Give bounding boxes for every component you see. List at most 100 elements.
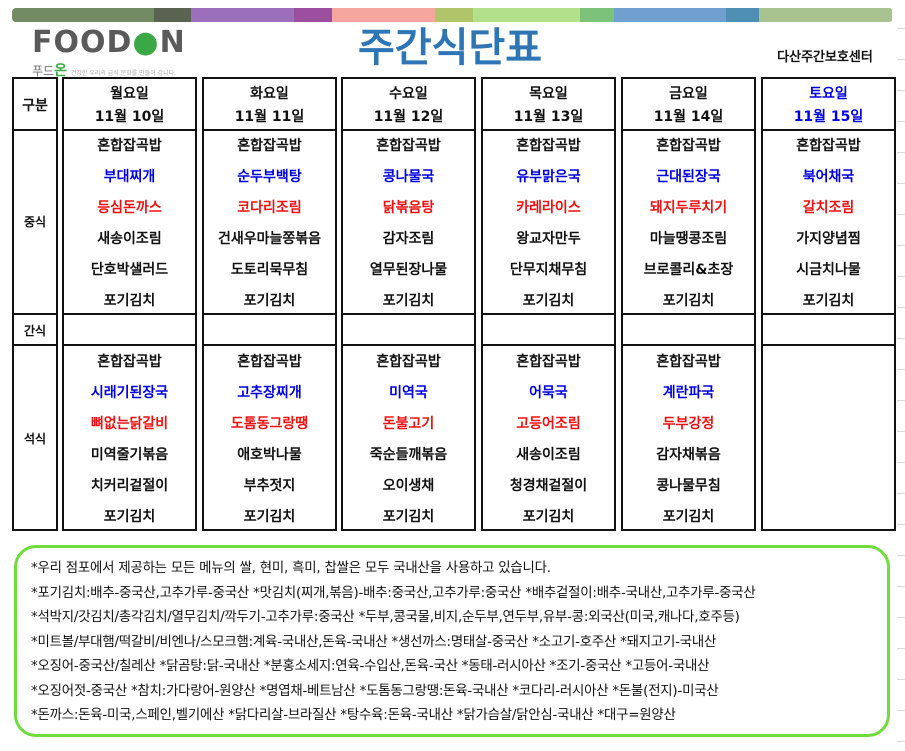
color-bar-segment: [614, 8, 726, 22]
origin-note-line: *미트볼/부대햄/떡갈비/비엔나/스모크햄:계육-국내산,돈육-국내산 *생선까…: [31, 634, 717, 650]
menu-item: 어묵국: [529, 385, 568, 401]
menu-item: 포기김치: [103, 509, 156, 525]
menu-item: 포기김치: [522, 509, 575, 525]
sheet-gridline: [897, 59, 905, 60]
menu-item: 감자채볶음: [656, 447, 721, 463]
menu-item: 돈불고기: [382, 416, 435, 432]
origin-note-line: *돈까스:돈육-미국,스페인,벨기에산 *닭다리살-브라질산 *탕수육:돈육-국…: [31, 708, 676, 723]
dinner-menu-cell: 혼합잡곡밥 미역국 돈불고기 죽순들깨볶음 오이생채 포기김치: [341, 344, 476, 531]
day-date: 11월 11일: [234, 109, 305, 125]
sheet-gridline: [897, 121, 905, 122]
sheet-gridline: [897, 493, 905, 494]
menu-item: 도톰동그랑땡: [230, 416, 309, 432]
menu-item: 단호박샐러드: [90, 262, 169, 278]
menu-item: 고추장찌개: [237, 385, 302, 401]
dinner-menu-cell: [761, 344, 896, 531]
color-bar-segment: [473, 8, 580, 22]
lunch-menu-cell: 혼합잡곡밥 콩나물국 닭볶음탕 감자조림 열무된장나물 포기김치: [341, 129, 476, 315]
dinner-menu-cell: 혼합잡곡밥 계란파국 두부강정 감자채볶음 콩나물무침 포기김치: [621, 344, 756, 531]
sheet-gridline: [897, 710, 905, 711]
sheet-gridline: [897, 524, 905, 525]
day-date: 11월 10일: [94, 109, 165, 125]
day-date: 11월 15일: [793, 109, 864, 125]
origin-note-line: *우리 점포에서 제공하는 모든 메뉴의 쌀, 현미, 흑미, 찹쌀은 모두 국…: [31, 561, 551, 576]
menu-item: 미역줄기볶음: [90, 447, 169, 463]
menu-item: 포기김치: [382, 293, 435, 309]
snack-menu-cell: [621, 313, 756, 346]
menu-item: 혼합잡곡밥: [97, 138, 162, 154]
sheet-gridline: [897, 555, 905, 556]
menu-item: 새송이조림: [516, 447, 581, 463]
menu-item: 포기김치: [382, 509, 435, 525]
menu-item: 포기김치: [662, 293, 715, 309]
color-bar-segment: [154, 8, 191, 22]
menu-item: 건새우마늘쫑볶음: [217, 231, 322, 247]
menu-item: 애호박나물: [237, 447, 302, 463]
sheet-gridline: [897, 462, 905, 463]
menu-item: 청경채겉절이: [509, 478, 588, 494]
menu-item: 혼합잡곡밥: [516, 138, 581, 154]
color-bar-segment: [580, 8, 614, 22]
snack-menu-cell: [62, 313, 197, 346]
menu-item: 포기김치: [802, 293, 855, 309]
menu-item: 혼합잡곡밥: [656, 354, 721, 370]
color-bar-segment: [726, 8, 759, 22]
color-bar-segment: [294, 8, 332, 22]
menu-item: 등심돈까스: [97, 200, 162, 216]
sheet-gridline: [897, 741, 905, 742]
menu-item: 혼합잡곡밥: [97, 354, 162, 370]
day-name: 화요일: [250, 86, 289, 102]
snack-label-cell: 간식: [12, 313, 58, 346]
menu-item: 포기김치: [103, 293, 156, 309]
menu-item: 포기김치: [243, 509, 296, 525]
category-header-cell: 구분: [12, 77, 58, 131]
menu-item: 유부맑은국: [516, 169, 581, 185]
menu-item: 카레라이스: [516, 200, 581, 216]
menu-item: 뼈없는닭갈비: [90, 416, 169, 432]
color-bar-segment: [759, 8, 892, 22]
sheet-gridline: [897, 214, 905, 215]
lunch-menu-cell: 혼합잡곡밥 북어채국 갈치조림 가지양념찜 시금치나물 포기김치: [761, 129, 896, 315]
menu-item: 죽순들깨볶음: [369, 447, 448, 463]
menu-item: 콩나물국: [382, 169, 435, 185]
menu-item: 가지양념찜: [796, 231, 861, 247]
menu-item: 계란파국: [662, 385, 715, 401]
sheet-gridline: [897, 338, 905, 339]
foodon-logo: FOOD●N 푸드온 건강한 우리의 급식 문화를 만들어 갑니다.: [32, 25, 186, 80]
day-header-cell: 화요일 11월 11일: [202, 77, 337, 131]
menu-item: 왕교자만두: [516, 231, 581, 247]
center-name: 다산주간보호센터: [777, 50, 873, 65]
origin-notes-box: *우리 점포에서 제공하는 모든 메뉴의 쌀, 현미, 흑미, 찹쌀은 모두 국…: [14, 545, 890, 737]
day-header-cell: 수요일 11월 12일: [341, 77, 476, 131]
menu-item: 혼합잡곡밥: [656, 138, 721, 154]
lunch-menu-cell: 혼합잡곡밥 순두부백탕 코다리조림 건새우마늘쫑볶음 도토리묵무침 포기김치: [202, 129, 337, 315]
sheet-gridline: [897, 307, 905, 308]
menu-item: 북어채국: [802, 169, 855, 185]
day-name: 목요일: [529, 86, 568, 102]
menu-item: 부대찌개: [103, 169, 156, 185]
menu-item: 포기김치: [662, 509, 715, 525]
origin-note-line: *오징어젓-중국산 *참치:가다랑어-원양산 *명엽채-베트남산 *도톰동그랑땡…: [31, 683, 719, 699]
day-header-cell: 금요일 11월 14일: [621, 77, 756, 131]
origin-note-line: *오징어-중국산/칠레산 *닭곰탕:닭-국내산 *분홍소세지:연육-수입산,돈육…: [31, 659, 710, 674]
menu-item: 도토리묵무침: [230, 262, 309, 278]
menu-item: 갈치조림: [802, 200, 855, 216]
dinner-menu-cell: 혼합잡곡밥 시래기된장국 뼈없는닭갈비 미역줄기볶음 치커리겉절이 포기김치: [62, 344, 197, 531]
snack-label: 간식: [23, 324, 47, 338]
menu-item: 혼합잡곡밥: [237, 354, 302, 370]
dinner-menu-cell: 혼합잡곡밥 고추장찌개 도톰동그랑땡 애호박나물 부추젓지 포기김치: [202, 344, 337, 531]
day-header-cell: 월요일 11월 10일: [62, 77, 197, 131]
menu-item: 혼합잡곡밥: [376, 354, 441, 370]
lunch-menu-cell: 혼합잡곡밥 근대된장국 돼지두루치기 마늘땡콩조림 브로콜리&초장 포기김치: [621, 129, 756, 315]
menu-item: 오이생채: [382, 478, 435, 494]
sheet-gridline: [897, 183, 905, 184]
page-title: 주간식단표: [358, 25, 542, 71]
sheet-gridline: [897, 276, 905, 277]
lunch-menu-cell: 혼합잡곡밥 부대찌개 등심돈까스 새송이조림 단호박샐러드 포기김치: [62, 129, 197, 315]
sheet-gridline: [897, 152, 905, 153]
day-date: 11월 14일: [653, 109, 724, 125]
dinner-label: 석식: [23, 432, 47, 446]
menu-item: 포기김치: [243, 293, 296, 309]
menu-item: 돼지두루치기: [649, 200, 728, 216]
